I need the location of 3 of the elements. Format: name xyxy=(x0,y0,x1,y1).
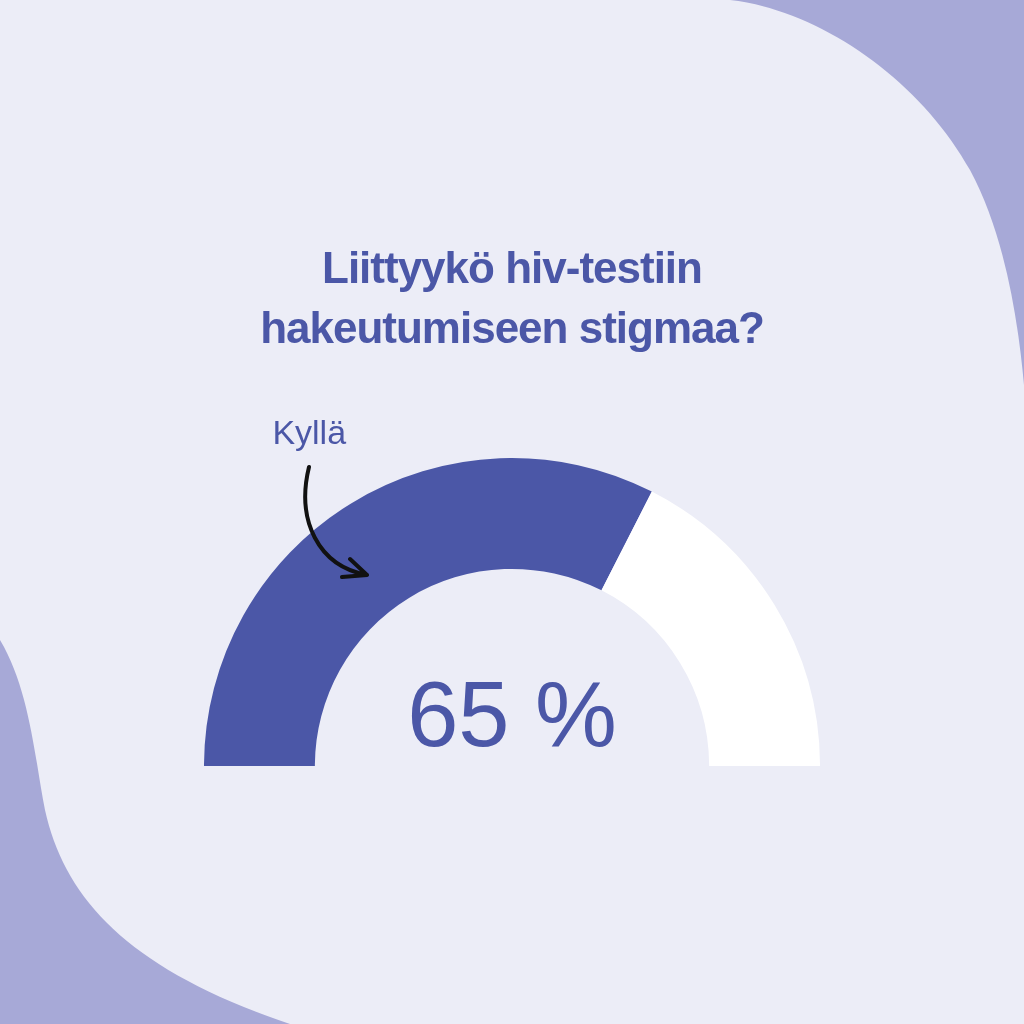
data-label: 65 % xyxy=(407,663,617,766)
chart-title: Liittyykö hiv-testiin hakeutumiseen stigmaa? xyxy=(259,242,765,354)
slice-label: Kyllä xyxy=(272,413,347,452)
